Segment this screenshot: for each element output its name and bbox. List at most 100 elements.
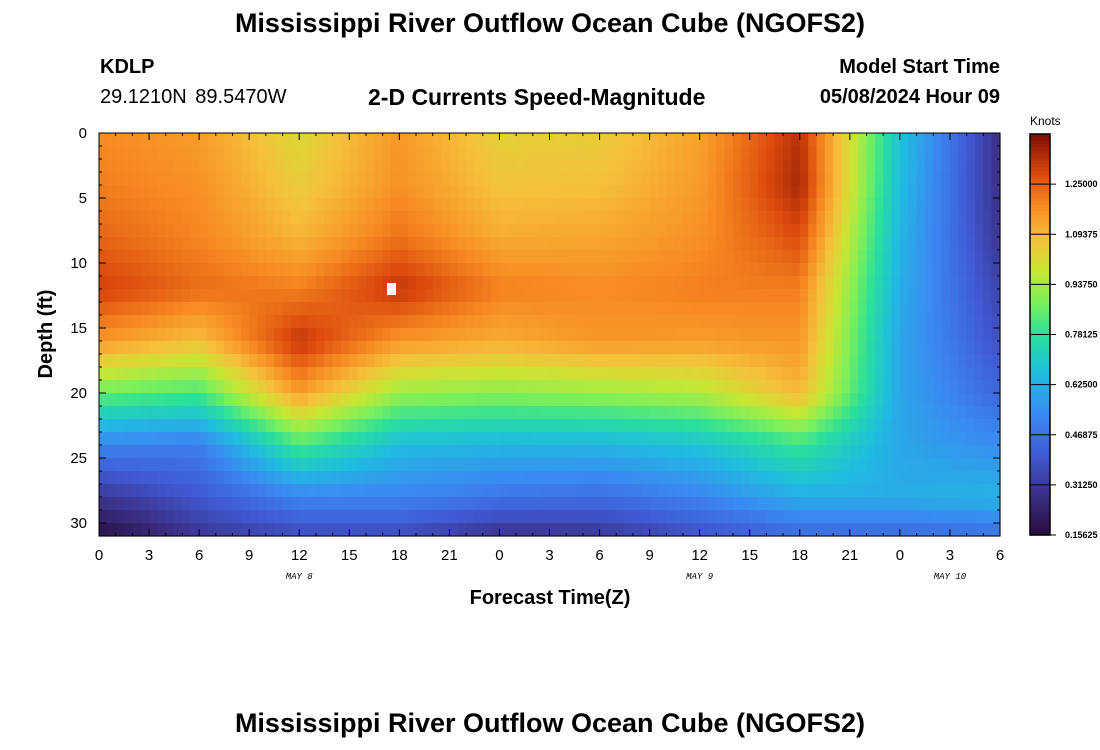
heatmap-cell xyxy=(791,237,801,251)
heatmap-cell xyxy=(574,380,584,394)
heatmap-cell xyxy=(808,367,818,381)
heatmap-cell xyxy=(115,133,125,147)
heatmap-cell xyxy=(691,276,701,290)
heatmap-cell xyxy=(332,276,342,290)
y-tick-label: 10 xyxy=(70,255,87,272)
heatmap-cell xyxy=(808,185,818,199)
heatmap-cell xyxy=(958,341,968,355)
heatmap-cell xyxy=(382,211,392,225)
heatmap-cell xyxy=(407,276,417,290)
heatmap-cell xyxy=(566,523,576,537)
heatmap-cell xyxy=(824,237,834,251)
heatmap-cell xyxy=(983,484,993,498)
heatmap-cell xyxy=(174,523,184,537)
heatmap-cell xyxy=(265,289,275,303)
heatmap-cell xyxy=(799,458,809,472)
heatmap-cell xyxy=(315,289,325,303)
heatmap-cell xyxy=(290,341,300,355)
heatmap-cell xyxy=(349,328,359,342)
heatmap-cell xyxy=(816,458,826,472)
heatmap-cell xyxy=(616,510,626,524)
heatmap-cell xyxy=(541,237,551,251)
heatmap-cell xyxy=(899,315,909,329)
heatmap-cell xyxy=(199,341,209,355)
heatmap-cell xyxy=(541,159,551,173)
heatmap-cell xyxy=(474,406,484,420)
heatmap-cell xyxy=(240,211,250,225)
heatmap-cell xyxy=(491,458,501,472)
heatmap-cell xyxy=(249,393,259,407)
heatmap-cell xyxy=(758,276,767,290)
heatmap-cell xyxy=(432,172,442,186)
heatmap-cell xyxy=(532,393,542,407)
colorbar-segment xyxy=(1030,421,1050,426)
heatmap-cell xyxy=(215,523,225,537)
heatmap-cell xyxy=(708,146,717,160)
heatmap-cell xyxy=(332,198,342,212)
heatmap-cell xyxy=(674,185,684,199)
heatmap-cell xyxy=(799,367,809,381)
heatmap-cell xyxy=(232,380,242,394)
heatmap-cell xyxy=(908,432,918,446)
heatmap-cell xyxy=(416,471,425,485)
heatmap-cell xyxy=(657,237,667,251)
heatmap-cell xyxy=(407,419,417,433)
heatmap-cell xyxy=(741,289,751,303)
heatmap-cell xyxy=(432,367,442,381)
heatmap-cell xyxy=(641,367,651,381)
heatmap-cell xyxy=(958,458,968,472)
heatmap-cell xyxy=(858,406,868,420)
heatmap-cell xyxy=(691,133,701,147)
heatmap-cell xyxy=(591,133,601,147)
x-tick-label: 3 xyxy=(946,547,954,564)
colorbar-segment xyxy=(1030,164,1050,169)
heatmap-cell xyxy=(365,302,375,316)
heatmap-cell xyxy=(949,458,959,472)
heatmap-cell xyxy=(699,341,709,355)
heatmap-cell xyxy=(974,367,984,381)
heatmap-cell xyxy=(849,198,859,212)
heatmap-cell xyxy=(649,445,659,459)
heatmap-cell xyxy=(632,276,642,290)
heatmap-cell xyxy=(624,341,634,355)
heatmap-cell xyxy=(849,224,859,238)
heatmap-cell xyxy=(916,289,926,303)
heatmap-cell xyxy=(491,237,501,251)
heatmap-cell xyxy=(324,484,334,498)
heatmap-cell xyxy=(499,172,509,186)
heatmap-cell xyxy=(257,250,267,264)
heatmap-cell xyxy=(257,172,267,186)
heatmap-cell xyxy=(441,471,450,485)
colorbar-segment xyxy=(1030,214,1050,219)
heatmap-cell xyxy=(340,419,350,433)
heatmap-cell xyxy=(582,146,592,160)
heatmap-cell xyxy=(324,224,334,238)
heatmap-cell xyxy=(766,315,776,329)
heatmap-cell xyxy=(190,484,200,498)
heatmap-cell xyxy=(791,419,801,433)
heatmap-cell xyxy=(924,419,934,433)
heatmap-cell xyxy=(624,523,634,537)
heatmap-cell xyxy=(374,458,384,472)
heatmap-cell xyxy=(799,328,809,342)
heatmap-cell xyxy=(215,302,225,316)
colorbar-tick-label: 1.09375 xyxy=(1065,229,1098,239)
heatmap-cell xyxy=(182,497,192,511)
heatmap-cell xyxy=(115,263,125,277)
heatmap-cell xyxy=(641,341,651,355)
heatmap-cell xyxy=(816,354,826,368)
heatmap-cell xyxy=(224,133,234,147)
heatmap-cell xyxy=(682,510,692,524)
x-tick-label: 3 xyxy=(145,547,153,564)
heatmap-cell xyxy=(641,198,651,212)
heatmap-cell xyxy=(566,224,576,238)
heatmap-cell xyxy=(199,484,209,498)
heatmap-cell xyxy=(966,237,976,251)
heatmap-cell xyxy=(365,510,375,524)
heatmap-cell xyxy=(582,484,592,498)
heatmap-cell xyxy=(874,419,884,433)
heatmap-cell xyxy=(449,367,459,381)
heatmap-cell xyxy=(449,146,459,160)
heatmap-cell xyxy=(199,315,209,329)
heatmap-cell xyxy=(299,185,309,199)
